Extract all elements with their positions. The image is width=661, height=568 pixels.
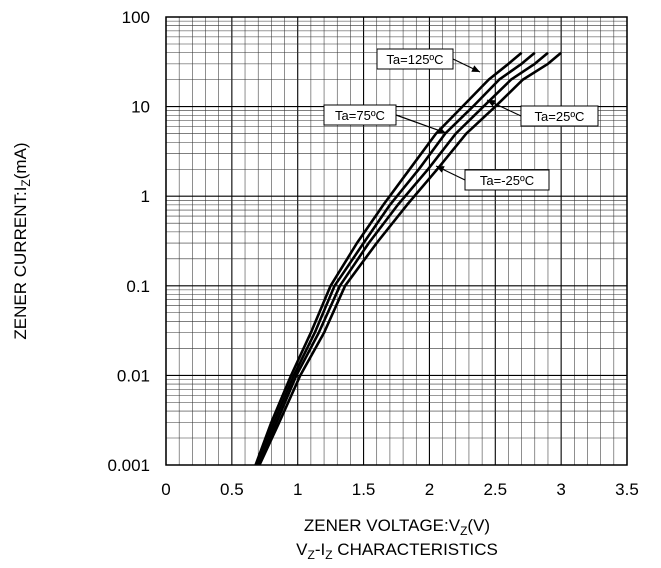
annotation-box: [464, 169, 550, 191]
x-tick-label: 2.5: [483, 480, 507, 499]
y-tick-labels: 0.001 0.01 0.1 1 10 100: [107, 8, 150, 475]
annotation-layer: Ta=125ºC Ta=75ºC Ta=25ºC Ta=-25ºC: [323, 48, 599, 191]
annotation-arrowhead: [436, 166, 445, 173]
y-tick-label: 0.001: [107, 456, 150, 475]
annotation-3: Ta=-25ºC: [435, 165, 550, 191]
x-tick-labels: 0 0.5 1 1.5 2 2.5 3 3.5: [161, 480, 639, 499]
annotation-label: Ta=-25ºC: [480, 173, 534, 188]
y-tick-label: 0.1: [126, 277, 150, 296]
x-tick-label: 0.5: [220, 480, 244, 499]
grid: [165, 17, 628, 466]
annotation-box: [376, 48, 454, 70]
series-layer: [254, 51, 562, 466]
x-tick-label: 1.5: [352, 480, 376, 499]
series-line-2: [257, 51, 549, 466]
y-tick-label: 1: [141, 187, 150, 206]
y-tick-label: 100: [122, 8, 150, 27]
annotation-arrowhead: [471, 65, 480, 72]
annotation-arrowhead: [487, 100, 496, 107]
y-tick-label: 10: [131, 98, 150, 117]
series-line-3: [258, 51, 562, 466]
x-tick-label: 3.5: [615, 480, 639, 499]
x-tick-label: 3: [556, 480, 565, 499]
x-tick-label: 2: [425, 480, 434, 499]
annotation-leader: [395, 114, 447, 134]
y-axis-title: ZENER CURRENT:IZ(mA): [11, 142, 33, 339]
annotation-label: Ta=125ºC: [386, 52, 443, 67]
annotation-0: Ta=125ºC: [376, 48, 481, 73]
annotation-box: [520, 105, 599, 127]
x-tick-label: 0: [161, 480, 170, 499]
annotation-label: Ta=75ºC: [335, 108, 385, 123]
annotation-arrowhead: [437, 127, 446, 134]
y-tick-label: 0.01: [117, 366, 150, 385]
plot-frame: [165, 16, 628, 466]
x-tick-label: 1: [293, 480, 302, 499]
annotation-label: Ta=25ºC: [535, 109, 585, 124]
annotation-2: Ta=25ºC: [486, 99, 599, 127]
series-line-1: [255, 51, 536, 466]
x-axis-title: ZENER VOLTAGE:VZ(V): [304, 516, 490, 538]
annotation-1: Ta=75ºC: [323, 104, 447, 134]
annotation-box: [323, 104, 397, 126]
series-line-0: [254, 51, 523, 466]
chart-caption: VZ-IZ CHARACTERISTICS: [296, 540, 498, 562]
